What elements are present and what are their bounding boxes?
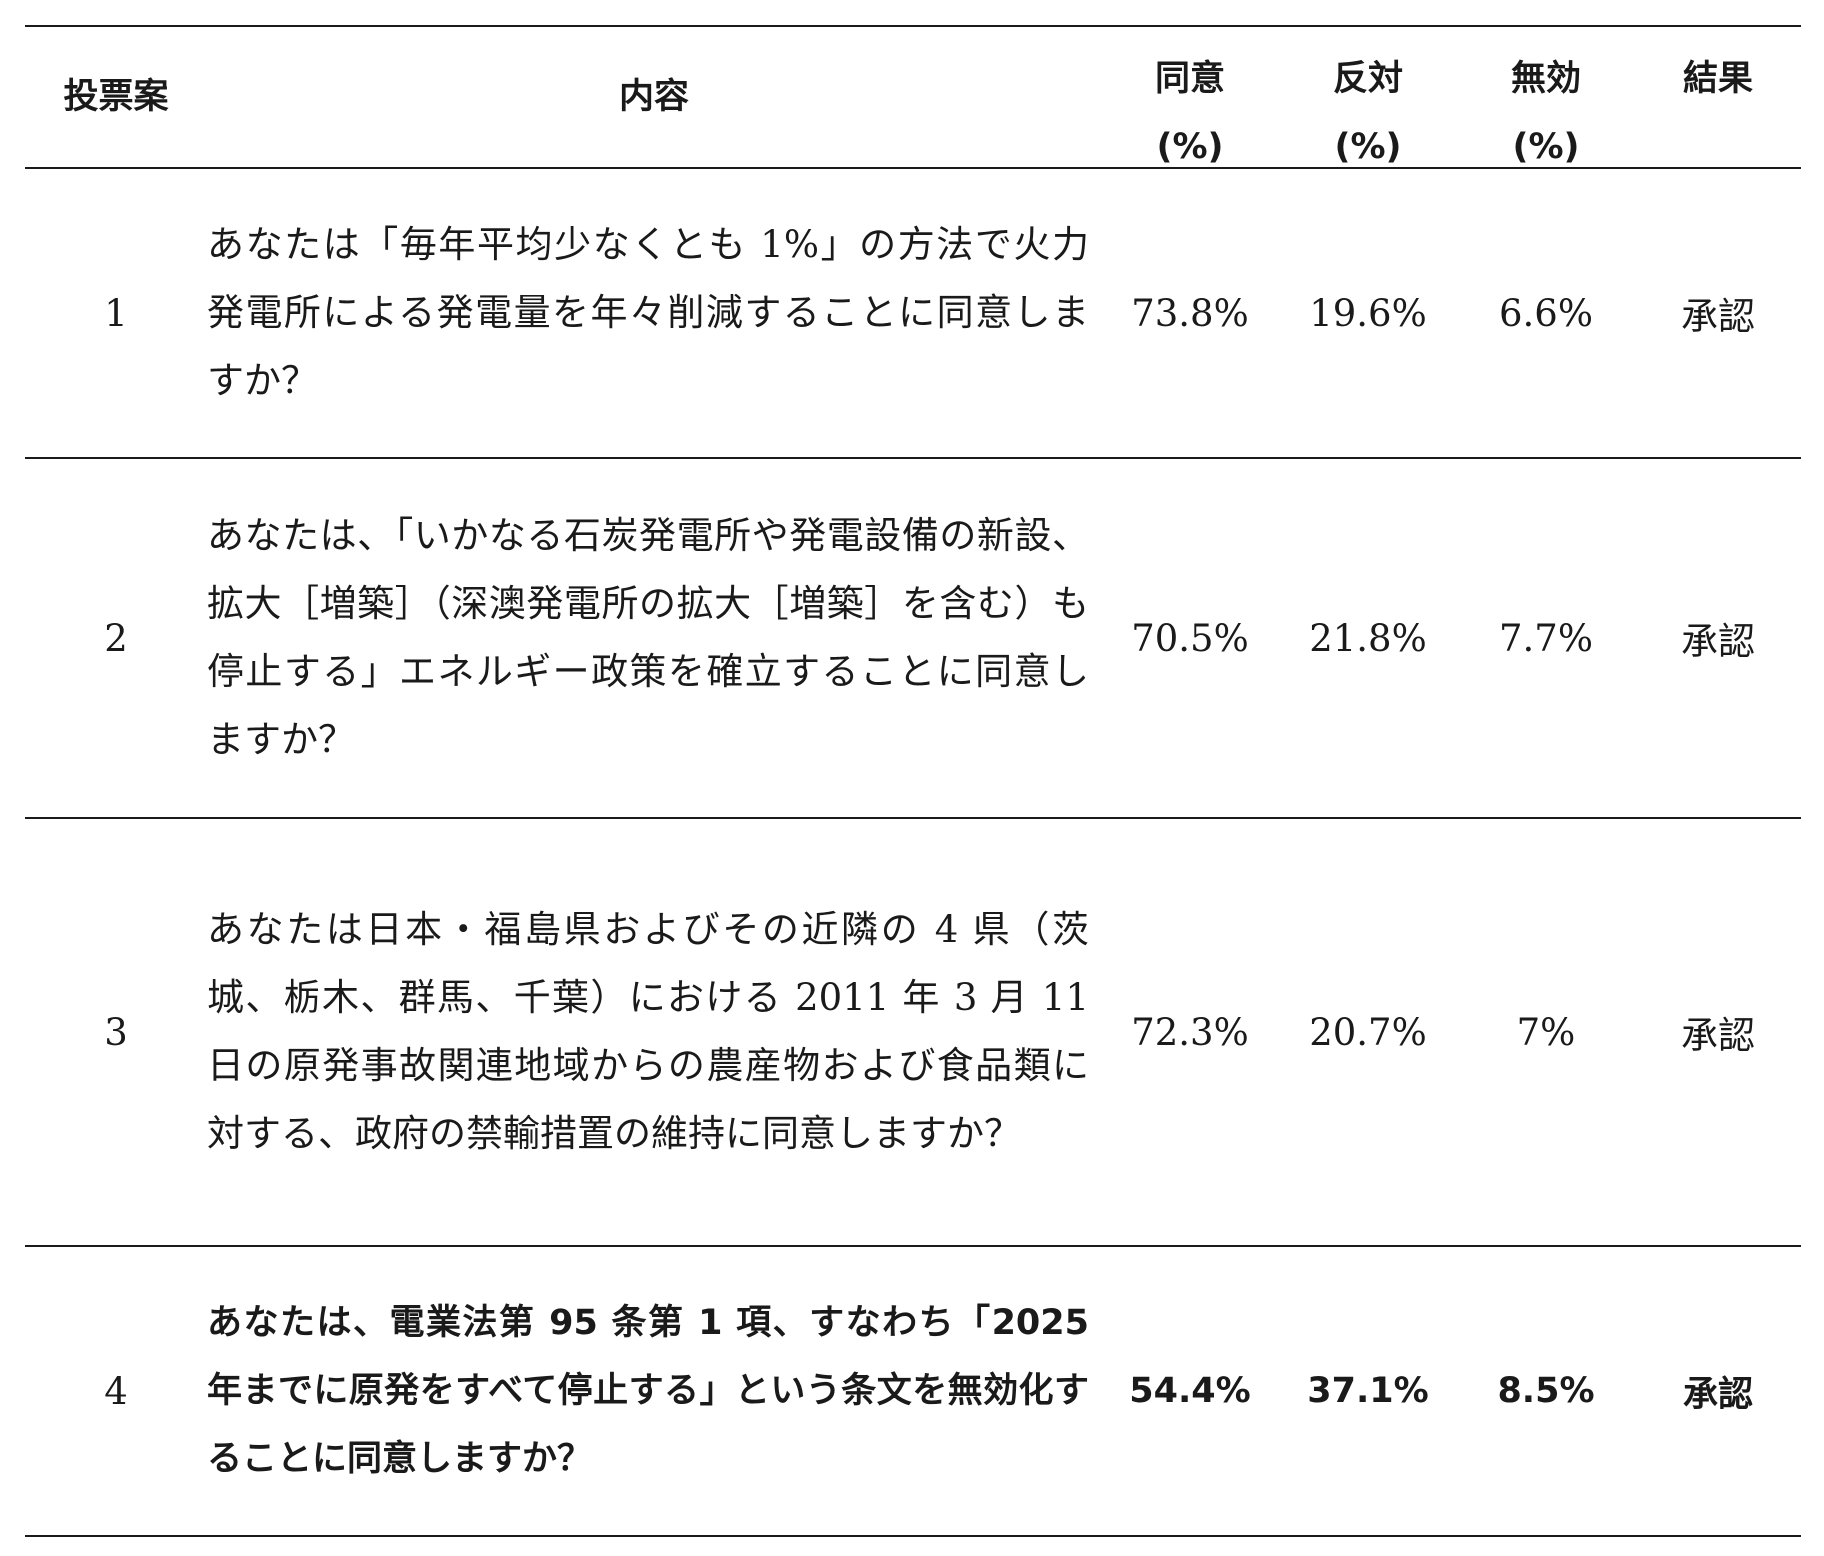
proposal-number: 2	[25, 458, 207, 819]
agree-percent: 72.3%	[1101, 818, 1279, 1247]
header-invalid: 無効 (%)	[1457, 25, 1635, 169]
header-agree-label: 同意	[1154, 59, 1225, 99]
result-status: 承認	[1635, 458, 1801, 819]
proposal-content: あなたは、電業法第 95 条第 1 項、すなわち「2025 年までに原発をすべて…	[207, 1246, 1101, 1537]
table-row: 2 あなたは、「いかなる石炭発電所や発電設備の新設、拡大［増築］（深澳発電所の拡…	[25, 458, 1801, 819]
header-proposal: 投票案	[25, 25, 207, 169]
result-status: 承認	[1635, 1246, 1801, 1537]
agree-percent: 54.4%	[1101, 1246, 1279, 1537]
proposal-content: あなたは「毎年平均少なくとも 1%」の方法で火力発電所による発電量を年々削減する…	[207, 168, 1101, 459]
table-row: 3 あなたは日本・福島県およびその近隣の 4 県（茨城、栃木、群馬、千葉）におけ…	[25, 818, 1801, 1247]
agree-percent: 70.5%	[1101, 458, 1279, 819]
proposal-number: 3	[25, 818, 207, 1247]
header-oppose: 反対 (%)	[1279, 25, 1457, 169]
result-status: 承認	[1635, 818, 1801, 1247]
invalid-percent: 8.5%	[1457, 1246, 1635, 1537]
oppose-percent: 20.7%	[1279, 818, 1457, 1247]
header-content: 内容	[207, 25, 1101, 169]
table-row: 1 あなたは「毎年平均少なくとも 1%」の方法で火力発電所による発電量を年々削減…	[25, 168, 1801, 459]
header-agree-unit: (%)	[1156, 127, 1224, 167]
header-invalid-unit: (%)	[1512, 127, 1580, 167]
proposal-number: 1	[25, 168, 207, 459]
header-result: 結果	[1635, 25, 1801, 169]
oppose-percent: 21.8%	[1279, 458, 1457, 819]
invalid-percent: 6.6%	[1457, 168, 1635, 459]
proposal-content: あなたは日本・福島県およびその近隣の 4 県（茨城、栃木、群馬、千葉）における …	[207, 818, 1101, 1247]
oppose-percent: 37.1%	[1279, 1246, 1457, 1537]
referendum-results-table: 投票案 内容 同意 (%) 反対 (%) 無効 (%)	[25, 25, 1801, 1537]
header-oppose-unit: (%)	[1334, 127, 1402, 167]
invalid-percent: 7.7%	[1457, 458, 1635, 819]
table-row: 4 あなたは、電業法第 95 条第 1 項、すなわち「2025 年までに原発をす…	[25, 1246, 1801, 1537]
invalid-percent: 7%	[1457, 818, 1635, 1247]
result-status: 承認	[1635, 168, 1801, 459]
agree-percent: 73.8%	[1101, 168, 1279, 459]
table-header-row: 投票案 内容 同意 (%) 反対 (%) 無効 (%)	[25, 25, 1801, 169]
header-result-label: 結果	[1682, 59, 1753, 99]
header-oppose-label: 反対	[1332, 59, 1403, 99]
oppose-percent: 19.6%	[1279, 168, 1457, 459]
header-agree: 同意 (%)	[1101, 25, 1279, 169]
proposal-content: あなたは、「いかなる石炭発電所や発電設備の新設、拡大［増築］（深澳発電所の拡大［…	[207, 458, 1101, 819]
header-invalid-label: 無効	[1510, 59, 1581, 99]
proposal-number: 4	[25, 1246, 207, 1537]
